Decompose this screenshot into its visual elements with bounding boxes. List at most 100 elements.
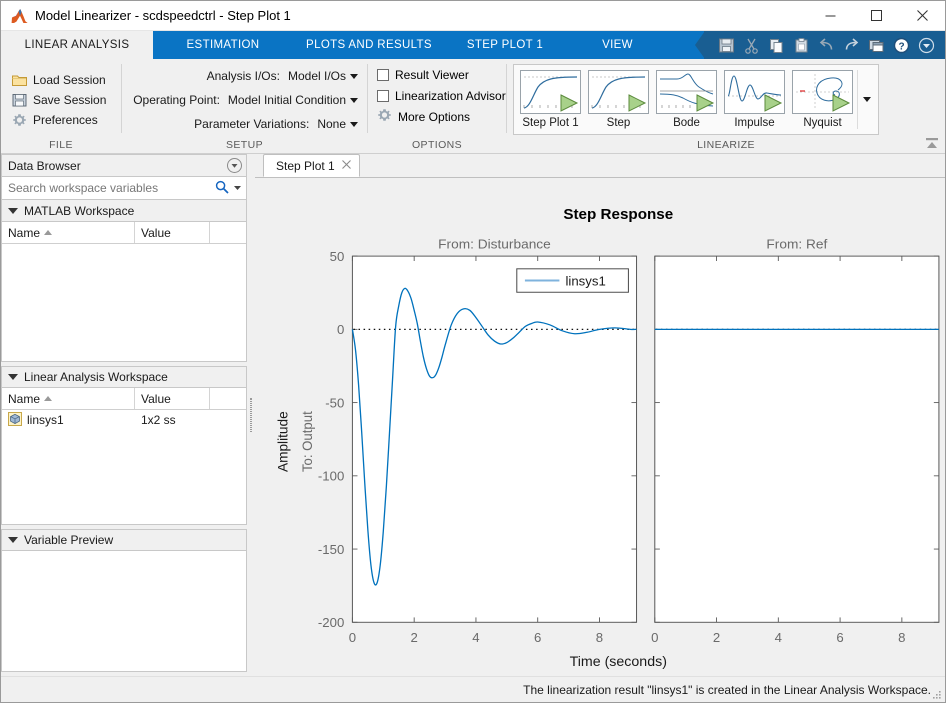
column-header-value[interactable]: Value xyxy=(135,222,210,243)
window-buttons xyxy=(807,1,945,31)
row-label-to-output: To: Output xyxy=(300,411,315,472)
variable-preview-body xyxy=(1,551,247,672)
help-icon[interactable]: ? xyxy=(891,35,912,56)
cut-icon[interactable] xyxy=(741,35,762,56)
collapse-ribbon-button[interactable] xyxy=(923,135,941,151)
document-tab-label: Step Plot 1 xyxy=(276,158,335,173)
y-tick-label: -50 xyxy=(325,396,344,411)
y-tick-label: -100 xyxy=(318,469,344,484)
more-options-button[interactable]: More Options xyxy=(374,107,509,127)
checkbox-icon xyxy=(377,69,389,81)
sidebar-splitter[interactable] xyxy=(247,154,255,676)
close-icon[interactable] xyxy=(341,159,351,172)
document-tab-bar: Step Plot 1 xyxy=(255,154,945,178)
resize-grip-icon[interactable] xyxy=(931,689,943,701)
window-title: Model Linearizer - scdspeedctrl - Step P… xyxy=(35,8,291,23)
search-input[interactable] xyxy=(8,181,211,195)
quick-access-toolbar: ? xyxy=(704,31,945,59)
section-variable-preview[interactable]: Variable Preview xyxy=(1,529,247,551)
tab-view[interactable]: VIEW xyxy=(565,31,670,59)
svg-text:?: ? xyxy=(898,41,904,52)
sort-ascending-icon xyxy=(44,230,53,235)
file-group-label: FILE xyxy=(49,139,73,151)
step-button[interactable]: Step xyxy=(585,68,652,131)
parameter-variations-value: None xyxy=(317,117,346,131)
matlab-icon xyxy=(7,1,33,31)
maximize-button[interactable] xyxy=(853,1,899,31)
document-panel: Step Plot 1 Step Response From: Disturba… xyxy=(255,154,945,676)
ribbon-separator xyxy=(506,64,507,133)
column-header-extra xyxy=(210,388,246,409)
gallery-more-button[interactable] xyxy=(857,70,875,129)
analysis-ios-dropdown[interactable]: Model I/Os xyxy=(285,68,361,84)
step-response-thumb xyxy=(520,70,581,114)
column-header-value[interactable]: Value xyxy=(135,388,210,409)
customize-icon[interactable] xyxy=(916,35,937,56)
x-tick-label: 2 xyxy=(713,630,720,645)
undo-icon[interactable] xyxy=(816,35,837,56)
step-plot-1-button[interactable]: Step Plot 1 xyxy=(517,68,584,131)
legend-label-linsys1: linsys1 xyxy=(566,274,606,289)
bode-thumb xyxy=(656,70,717,114)
close-button[interactable] xyxy=(899,1,945,31)
axes-box-panel-2 xyxy=(654,255,940,623)
search-workspace-row[interactable] xyxy=(1,176,247,200)
column-header-name[interactable]: Name xyxy=(2,388,135,409)
parameter-variations-dropdown[interactable]: None xyxy=(314,116,361,132)
tab-linear-analysis[interactable]: LINEAR ANALYSIS xyxy=(1,31,153,59)
document-tab-step-plot-1[interactable]: Step Plot 1 xyxy=(263,154,360,177)
y-tick-label: 0 xyxy=(337,322,344,337)
load-session-button[interactable]: Load Session xyxy=(7,71,110,89)
response-curves xyxy=(351,287,939,586)
plot-legend[interactable]: linsys1 xyxy=(516,268,629,293)
setup-group-label: SETUP xyxy=(225,139,263,151)
impulse-label: Impulse xyxy=(734,117,775,129)
step-response-plot[interactable]: Step Response From: Disturbance From: Re… xyxy=(255,178,945,676)
folder-icon xyxy=(11,72,27,88)
analysis-ios-row: Analysis I/Os: Model I/Os xyxy=(128,65,361,87)
linearization-advisor-checkbox[interactable]: Linearization Advisor xyxy=(374,86,509,106)
layout-icon[interactable] xyxy=(866,35,887,56)
result-viewer-checkbox[interactable]: Result Viewer xyxy=(374,65,509,85)
table-body[interactable] xyxy=(2,244,246,361)
linearize-gallery: Step Plot 1 Step xyxy=(513,64,879,135)
column-label: Value xyxy=(141,391,171,406)
paste-icon[interactable] xyxy=(791,35,812,56)
legend-box xyxy=(516,268,629,293)
impulse-thumb xyxy=(724,70,785,114)
preferences-button[interactable]: Preferences xyxy=(7,111,110,129)
section-matlab-workspace[interactable]: MATLAB Workspace xyxy=(1,200,247,222)
nyquist-button[interactable]: Nyquist xyxy=(789,68,856,131)
impulse-button[interactable]: Impulse xyxy=(721,68,788,131)
ribbon-group-file: Load Session Save Session Preferences xyxy=(1,59,121,153)
save-icon[interactable] xyxy=(716,35,737,56)
save-session-button[interactable]: Save Session xyxy=(7,91,110,109)
table-row[interactable]: linsys1 1x2 ss xyxy=(2,410,246,430)
bode-button[interactable]: Bode xyxy=(653,68,720,131)
linearization-advisor-label: Linearization Advisor xyxy=(395,89,506,103)
tab-estimation[interactable]: ESTIMATION xyxy=(153,31,293,59)
x-tick-label: 0 xyxy=(349,630,356,645)
x-axis-label: Time (seconds) xyxy=(570,653,667,669)
section-linear-analysis-workspace[interactable]: Linear Analysis Workspace xyxy=(1,366,247,388)
column-header-name[interactable]: Name xyxy=(2,222,135,243)
column-header-extra xyxy=(210,222,246,243)
tab-plots-and-results[interactable]: PLOTS AND RESULTS xyxy=(293,31,445,59)
copy-icon[interactable] xyxy=(766,35,787,56)
chevron-down-circle-icon[interactable] xyxy=(227,158,242,173)
x-tick-label: 4 xyxy=(472,630,479,645)
tab-step-plot-1[interactable]: STEP PLOT 1 xyxy=(445,31,565,59)
redo-icon[interactable] xyxy=(841,35,862,56)
tab-label: STEP PLOT 1 xyxy=(466,39,544,51)
y-tick-label: -150 xyxy=(318,542,344,557)
table-body[interactable]: linsys1 1x2 ss xyxy=(2,410,246,524)
operating-point-dropdown[interactable]: Model Initial Condition xyxy=(225,92,361,108)
minimize-button[interactable] xyxy=(807,1,853,31)
search-icon[interactable] xyxy=(215,180,229,197)
matlab-workspace-table: Name Value xyxy=(1,222,247,362)
x-tick-label: 4 xyxy=(775,630,782,645)
nyquist-thumb xyxy=(792,70,853,114)
plot-svg: Step Response From: Disturbance From: Re… xyxy=(255,178,945,676)
search-options-dropdown-icon[interactable] xyxy=(233,181,242,195)
